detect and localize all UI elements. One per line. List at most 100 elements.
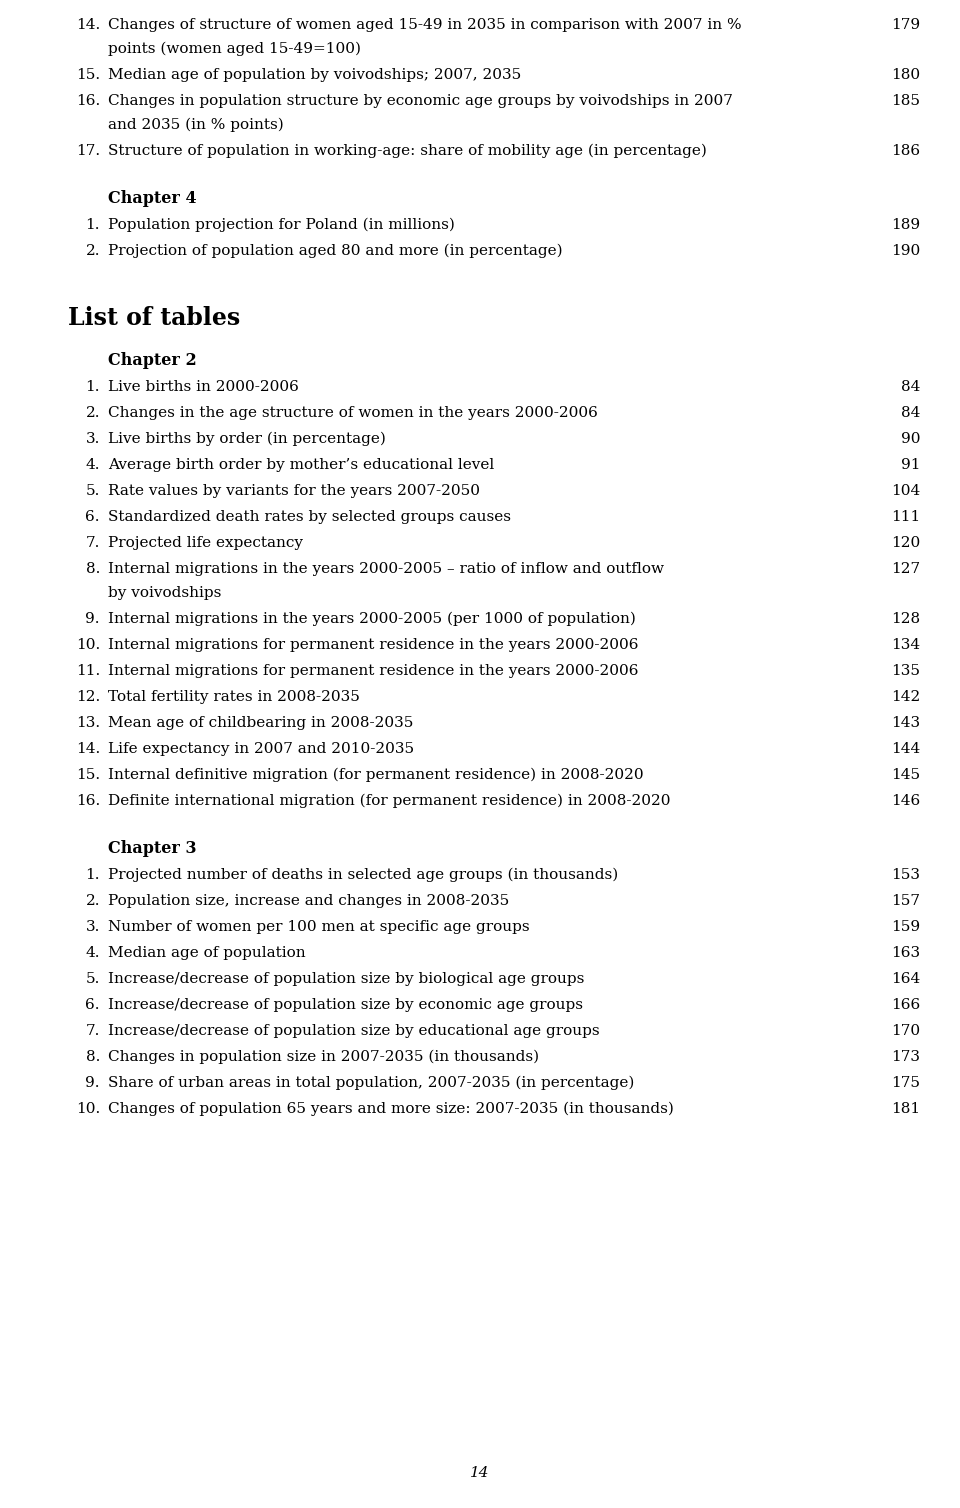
Text: 7.: 7. <box>85 1024 100 1038</box>
Text: Chapter 4: Chapter 4 <box>108 190 197 207</box>
Text: 164: 164 <box>891 973 920 986</box>
Text: Rate values by variants for the years 2007-2050: Rate values by variants for the years 20… <box>108 484 480 498</box>
Text: 1.: 1. <box>85 380 100 394</box>
Text: 10.: 10. <box>76 638 100 651</box>
Text: 6.: 6. <box>85 998 100 1012</box>
Text: points (women aged 15-49=100): points (women aged 15-49=100) <box>108 42 361 56</box>
Text: 111: 111 <box>891 510 920 523</box>
Text: by voivodships: by voivodships <box>108 587 222 600</box>
Text: 142: 142 <box>891 691 920 704</box>
Text: 8.: 8. <box>85 562 100 576</box>
Text: Changes of population 65 years and more size: 2007-2035 (in thousands): Changes of population 65 years and more … <box>108 1102 674 1116</box>
Text: 157: 157 <box>891 894 920 908</box>
Text: 3.: 3. <box>85 920 100 933</box>
Text: Median age of population by voivodships; 2007, 2035: Median age of population by voivodships;… <box>108 68 521 81</box>
Text: 15.: 15. <box>76 768 100 783</box>
Text: 14: 14 <box>470 1466 490 1479</box>
Text: 170: 170 <box>891 1024 920 1038</box>
Text: 84: 84 <box>900 380 920 394</box>
Text: 90: 90 <box>900 431 920 446</box>
Text: Population size, increase and changes in 2008-2035: Population size, increase and changes in… <box>108 894 509 908</box>
Text: 159: 159 <box>891 920 920 933</box>
Text: 145: 145 <box>891 768 920 783</box>
Text: 1.: 1. <box>85 869 100 882</box>
Text: 15.: 15. <box>76 68 100 81</box>
Text: 16.: 16. <box>76 795 100 808</box>
Text: Number of women per 100 men at specific age groups: Number of women per 100 men at specific … <box>108 920 530 933</box>
Text: Chapter 3: Chapter 3 <box>108 840 197 857</box>
Text: 190: 190 <box>891 244 920 258</box>
Text: 10.: 10. <box>76 1102 100 1116</box>
Text: 120: 120 <box>891 535 920 550</box>
Text: 163: 163 <box>891 946 920 961</box>
Text: Structure of population in working-age: share of mobility age (in percentage): Structure of population in working-age: … <box>108 143 707 158</box>
Text: Increase/decrease of population size by biological age groups: Increase/decrease of population size by … <box>108 973 585 986</box>
Text: 180: 180 <box>891 68 920 81</box>
Text: 12.: 12. <box>76 691 100 704</box>
Text: Population projection for Poland (in millions): Population projection for Poland (in mil… <box>108 219 455 232</box>
Text: 2.: 2. <box>85 406 100 421</box>
Text: Changes in the age structure of women in the years 2000-2006: Changes in the age structure of women in… <box>108 406 598 421</box>
Text: 186: 186 <box>891 143 920 158</box>
Text: Share of urban areas in total population, 2007-2035 (in percentage): Share of urban areas in total population… <box>108 1077 635 1090</box>
Text: 181: 181 <box>891 1102 920 1116</box>
Text: Projection of population aged 80 and more (in percentage): Projection of population aged 80 and mor… <box>108 244 563 258</box>
Text: Internal migrations in the years 2000-2005 – ratio of inflow and outflow: Internal migrations in the years 2000-20… <box>108 562 664 576</box>
Text: 16.: 16. <box>76 93 100 109</box>
Text: 2.: 2. <box>85 894 100 908</box>
Text: Live births in 2000-2006: Live births in 2000-2006 <box>108 380 299 394</box>
Text: 13.: 13. <box>76 716 100 730</box>
Text: 175: 175 <box>891 1077 920 1090</box>
Text: 127: 127 <box>891 562 920 576</box>
Text: 9.: 9. <box>85 1077 100 1090</box>
Text: Changes of structure of women aged 15-49 in 2035 in comparison with 2007 in %: Changes of structure of women aged 15-49… <box>108 18 742 32</box>
Text: 173: 173 <box>891 1050 920 1065</box>
Text: Increase/decrease of population size by educational age groups: Increase/decrease of population size by … <box>108 1024 600 1038</box>
Text: and 2035 (in % points): and 2035 (in % points) <box>108 118 284 133</box>
Text: 8.: 8. <box>85 1050 100 1065</box>
Text: Live births by order (in percentage): Live births by order (in percentage) <box>108 431 386 446</box>
Text: 84: 84 <box>900 406 920 421</box>
Text: Changes in population structure by economic age groups by voivodships in 2007: Changes in population structure by econo… <box>108 93 732 109</box>
Text: 166: 166 <box>891 998 920 1012</box>
Text: 144: 144 <box>891 742 920 756</box>
Text: 135: 135 <box>891 664 920 679</box>
Text: 14.: 14. <box>76 18 100 32</box>
Text: Chapter 2: Chapter 2 <box>108 351 197 369</box>
Text: 185: 185 <box>891 93 920 109</box>
Text: Total fertility rates in 2008-2035: Total fertility rates in 2008-2035 <box>108 691 360 704</box>
Text: 189: 189 <box>891 219 920 232</box>
Text: 11.: 11. <box>76 664 100 679</box>
Text: 4.: 4. <box>85 946 100 961</box>
Text: Standardized death rates by selected groups causes: Standardized death rates by selected gro… <box>108 510 511 523</box>
Text: 146: 146 <box>891 795 920 808</box>
Text: 5.: 5. <box>85 973 100 986</box>
Text: Increase/decrease of population size by economic age groups: Increase/decrease of population size by … <box>108 998 583 1012</box>
Text: Projected number of deaths in selected age groups (in thousands): Projected number of deaths in selected a… <box>108 869 618 882</box>
Text: 9.: 9. <box>85 612 100 626</box>
Text: 104: 104 <box>891 484 920 498</box>
Text: 143: 143 <box>891 716 920 730</box>
Text: 179: 179 <box>891 18 920 32</box>
Text: Internal migrations for permanent residence in the years 2000-2006: Internal migrations for permanent reside… <box>108 638 638 651</box>
Text: 17.: 17. <box>76 143 100 158</box>
Text: Average birth order by mother’s educational level: Average birth order by mother’s educatio… <box>108 458 494 472</box>
Text: 128: 128 <box>891 612 920 626</box>
Text: 4.: 4. <box>85 458 100 472</box>
Text: 5.: 5. <box>85 484 100 498</box>
Text: 1.: 1. <box>85 219 100 232</box>
Text: Life expectancy in 2007 and 2010-2035: Life expectancy in 2007 and 2010-2035 <box>108 742 414 756</box>
Text: Internal migrations in the years 2000-2005 (per 1000 of population): Internal migrations in the years 2000-20… <box>108 612 636 626</box>
Text: Changes in population size in 2007-2035 (in thousands): Changes in population size in 2007-2035 … <box>108 1050 540 1065</box>
Text: 153: 153 <box>891 869 920 882</box>
Text: Internal migrations for permanent residence in the years 2000-2006: Internal migrations for permanent reside… <box>108 664 638 679</box>
Text: 3.: 3. <box>85 431 100 446</box>
Text: 14.: 14. <box>76 742 100 756</box>
Text: Projected life expectancy: Projected life expectancy <box>108 535 303 550</box>
Text: 2.: 2. <box>85 244 100 258</box>
Text: Internal definitive migration (for permanent residence) in 2008-2020: Internal definitive migration (for perma… <box>108 768 643 783</box>
Text: Mean age of childbearing in 2008-2035: Mean age of childbearing in 2008-2035 <box>108 716 414 730</box>
Text: 6.: 6. <box>85 510 100 523</box>
Text: List of tables: List of tables <box>68 306 240 330</box>
Text: 134: 134 <box>891 638 920 651</box>
